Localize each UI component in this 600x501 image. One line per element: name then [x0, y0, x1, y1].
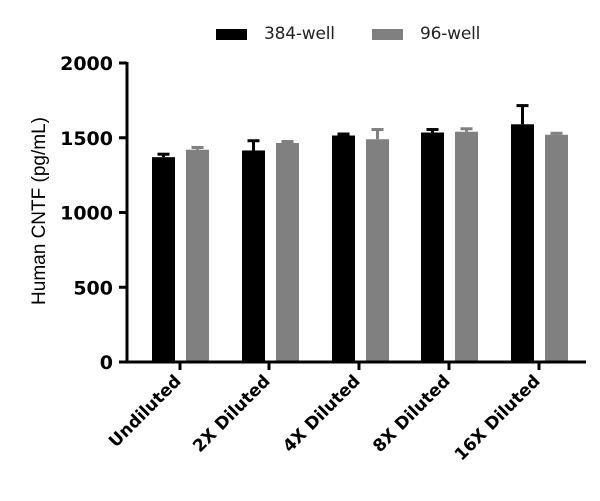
bar-96-well-undiluted	[186, 145, 209, 362]
bar-96-well-8x-diluted	[455, 127, 478, 362]
legend-label: 96-well	[420, 24, 481, 44]
axes-group: 0 500 1000 1500 2000 Undiluted 2X Diluted 4X Di…	[60, 53, 586, 465]
x-tick-label: 4X Diluted	[279, 371, 364, 456]
y-tick-label: 500	[73, 277, 113, 299]
x-tick-label: 16X Diluted	[451, 371, 545, 465]
bar-384-well-2x-diluted	[242, 139, 265, 362]
bar-96-well-2x-diluted	[276, 139, 299, 362]
bar-384-well-4x-diluted	[332, 132, 355, 362]
x-tick-label: 2X Diluted	[189, 371, 274, 456]
y-tick-label: 1000	[60, 203, 113, 225]
legend-item-96-well: 96-well	[372, 24, 480, 44]
bar-384-well-undiluted	[152, 152, 175, 362]
legend-swatch-384-well	[216, 28, 247, 40]
legend-swatch-96-well	[372, 28, 403, 40]
bar-96-well-16x-diluted	[545, 131, 568, 362]
bar-384-well-16x-diluted	[511, 104, 534, 362]
legend: 384-well 96-well	[0, 24, 600, 44]
legend-item-384-well: 384-well	[216, 24, 335, 44]
y-tick-label: 1500	[60, 128, 113, 150]
x-tick-label: Undiluted	[105, 371, 185, 451]
bar-96-well-4x-diluted	[366, 128, 389, 362]
bar-384-well-8x-diluted	[421, 128, 444, 362]
y-axis-label: Human CNTF (pg/mL)	[29, 117, 50, 305]
legend-label: 384-well	[264, 24, 335, 44]
x-tick-label: 8X Diluted	[369, 371, 454, 456]
bars-group	[152, 104, 568, 362]
y-tick-label: 2000	[60, 53, 113, 75]
y-tick-label: 0	[100, 352, 113, 374]
